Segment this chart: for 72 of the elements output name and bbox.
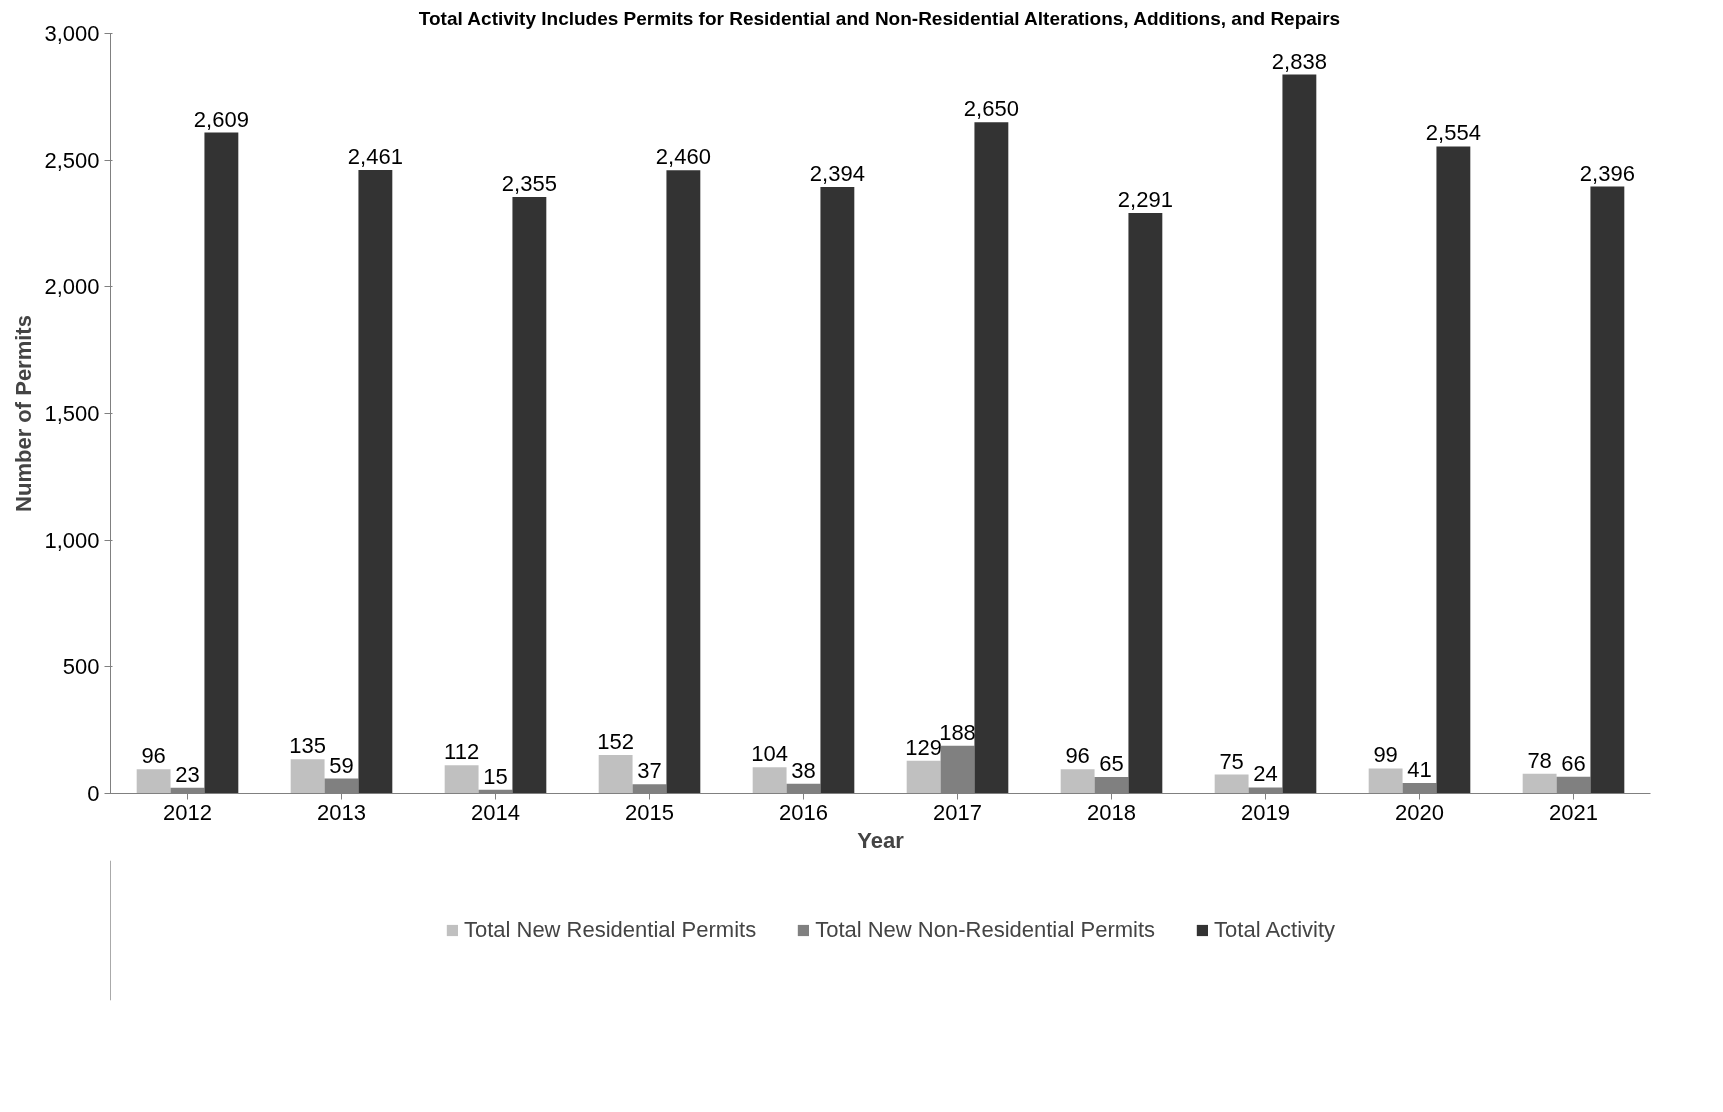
data-label: 135 bbox=[289, 733, 326, 759]
x-tick-label: 2012 bbox=[163, 799, 212, 825]
bar bbox=[666, 170, 701, 794]
x-tick-label: 2018 bbox=[1087, 799, 1136, 825]
data-label: 129 bbox=[905, 734, 942, 760]
y-tick-label: 2,500 bbox=[44, 147, 100, 173]
bar bbox=[290, 759, 325, 794]
bar bbox=[1368, 768, 1403, 794]
legend-label: Total New Non-Residential Permits bbox=[815, 917, 1156, 943]
bar bbox=[1590, 186, 1625, 794]
bar bbox=[1128, 213, 1163, 794]
data-label: 2,554 bbox=[1425, 120, 1481, 146]
bar bbox=[974, 122, 1009, 794]
y-tick-label: 3,000 bbox=[44, 21, 100, 46]
bar bbox=[136, 769, 171, 794]
data-label: 37 bbox=[637, 758, 662, 784]
data-label: 2,355 bbox=[501, 170, 557, 196]
bar bbox=[820, 187, 855, 794]
y-axis-title: Number of Permits bbox=[11, 315, 37, 512]
x-tick-label: 2016 bbox=[779, 799, 828, 825]
data-label: 15 bbox=[483, 763, 508, 789]
bar bbox=[444, 765, 479, 794]
data-label: 38 bbox=[791, 757, 816, 783]
x-tick-label: 2017 bbox=[933, 799, 982, 825]
bar bbox=[1522, 773, 1557, 794]
y-tick-label: 1,000 bbox=[44, 527, 100, 553]
data-label: 75 bbox=[1219, 748, 1244, 774]
data-label: 23 bbox=[175, 761, 200, 787]
legend-label: Total New Residential Permits bbox=[463, 917, 757, 943]
bar bbox=[752, 767, 787, 794]
data-label: 112 bbox=[444, 739, 480, 765]
bar bbox=[1214, 774, 1249, 794]
x-tick-label: 2021 bbox=[1549, 799, 1598, 825]
data-label: 2,460 bbox=[655, 144, 711, 170]
bar bbox=[204, 132, 239, 794]
bar bbox=[1060, 769, 1095, 794]
bar bbox=[1436, 146, 1471, 794]
data-label: 2,461 bbox=[347, 144, 403, 170]
data-label: 24 bbox=[1253, 761, 1278, 787]
data-label: 99 bbox=[1373, 742, 1398, 768]
bar bbox=[598, 754, 633, 794]
data-label: 2,396 bbox=[1579, 160, 1635, 186]
data-label: 2,609 bbox=[193, 106, 249, 132]
data-label: 104 bbox=[751, 741, 788, 767]
data-label: 2,838 bbox=[1271, 48, 1327, 74]
data-label: 59 bbox=[329, 752, 354, 778]
data-label: 2,650 bbox=[963, 96, 1019, 122]
bar bbox=[906, 760, 941, 794]
y-tick-label: 500 bbox=[62, 654, 100, 680]
data-label: 2,291 bbox=[1117, 187, 1173, 213]
x-tick-label: 2013 bbox=[317, 799, 366, 825]
y-tick-label: 0 bbox=[87, 781, 100, 806]
data-label: 96 bbox=[141, 743, 166, 769]
data-label: 41 bbox=[1407, 757, 1432, 783]
bar bbox=[1282, 74, 1317, 794]
x-tick-label: 2014 bbox=[471, 799, 520, 825]
chart-title: Total Activity Includes Permits for Residential and Non-Residential Alterations, Additions, and Repairs bbox=[418, 7, 1341, 29]
data-label: 96 bbox=[1065, 743, 1090, 769]
bar bbox=[358, 170, 393, 794]
data-label: 2,394 bbox=[809, 161, 865, 187]
bar bbox=[512, 196, 547, 794]
x-tick-label: 2015 bbox=[625, 799, 674, 825]
data-label: 65 bbox=[1099, 751, 1124, 777]
x-tick-label: 2020 bbox=[1395, 799, 1444, 825]
y-tick-label: 2,000 bbox=[44, 274, 100, 300]
legend-label: Total Activity bbox=[1214, 917, 1336, 943]
x-tick-label: 2019 bbox=[1241, 799, 1290, 825]
x-axis-title: Year bbox=[857, 827, 905, 853]
data-label: 66 bbox=[1561, 750, 1586, 776]
data-label: 152 bbox=[597, 728, 634, 754]
data-label: 78 bbox=[1527, 747, 1552, 773]
y-tick-label: 1,500 bbox=[44, 401, 100, 426]
